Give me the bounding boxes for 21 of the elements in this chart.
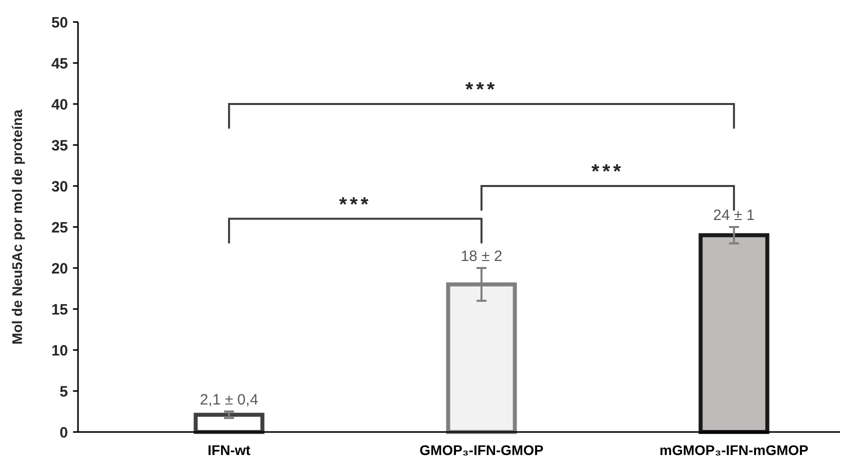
x-tick-label: mGMOP₃-IFN-mGMOP bbox=[660, 442, 808, 458]
x-tick-label: GMOP₃-IFN-GMOP bbox=[420, 442, 544, 458]
y-tick-label: 25 bbox=[51, 219, 68, 236]
annotation: *** bbox=[465, 79, 498, 101]
x-tick-label: IFN-wt bbox=[208, 442, 251, 458]
annotation: *** bbox=[592, 161, 624, 183]
y-tick-label: 20 bbox=[51, 260, 68, 278]
y-tick-label: 50 bbox=[51, 14, 68, 32]
y-tick-label: 40 bbox=[51, 96, 68, 114]
y-axis-title: Mol de Neu5Ac por mol de proteína bbox=[9, 109, 25, 344]
data-label: 2,1 ± 0,4 bbox=[200, 392, 258, 408]
data-label: 18 ± 2 bbox=[460, 248, 502, 265]
data-label: 24 ± 1 bbox=[713, 207, 755, 224]
y-tick-label: 35 bbox=[51, 137, 68, 154]
y-tick-label: 30 bbox=[51, 178, 68, 196]
y-tick-label: 10 bbox=[51, 342, 68, 360]
y-tick-label: 5 bbox=[60, 383, 68, 400]
y-tick-label: 45 bbox=[51, 55, 68, 72]
y-tick-label: 15 bbox=[51, 301, 68, 318]
annotation: *** bbox=[339, 194, 372, 216]
y-tick-label: 0 bbox=[60, 424, 68, 442]
